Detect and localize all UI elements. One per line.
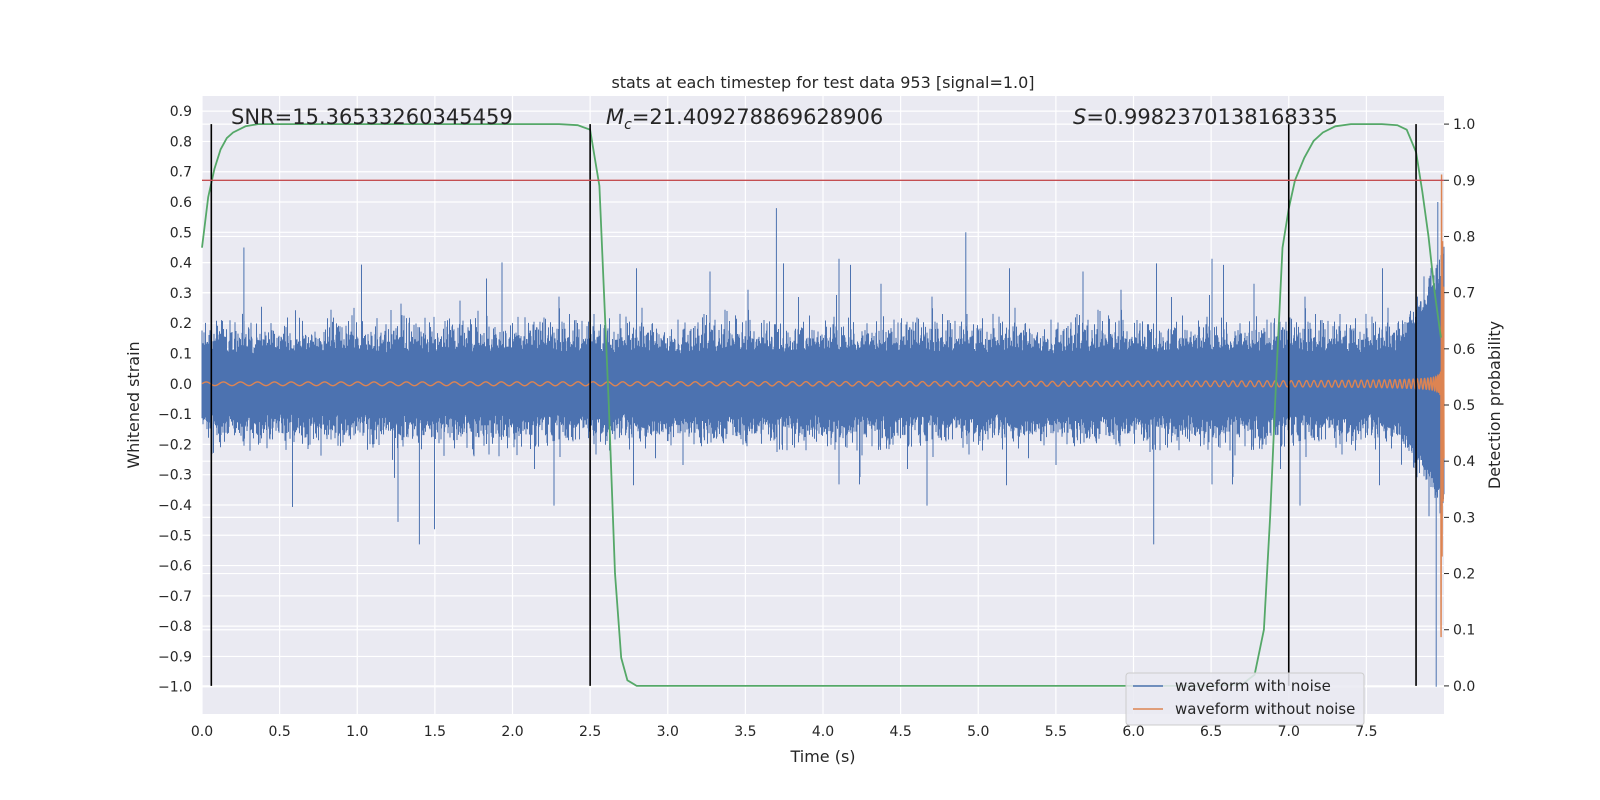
noise-waveform-path [201,202,1445,687]
y-tick-label: 0.7 [170,165,192,181]
x-tick-label: 7.5 [1355,724,1377,740]
y-tick-label: 0.5 [170,225,192,241]
y-right-tick-label: 0.1 [1453,623,1475,639]
series-waveform-without-noise [201,174,1445,638]
legend-label-clean: waveform without noise [1175,700,1355,718]
mc-subscript: c [624,117,632,133]
y-right-tick-label: 1.0 [1453,117,1475,133]
x-tick-label: 0.5 [268,724,290,740]
vertical-lines [210,124,1417,686]
chart-title: stats at each timestep for test data 953… [611,73,1034,92]
y-tick-label: 0.2 [170,316,192,332]
y-tick-labels: 0.9 0.8 0.7 0.6 0.5 0.4 0.3 0.2 0.1 0.0 −0.1 −0.2 −0… [158,104,192,696]
y-tick-label: −0.4 [158,498,192,514]
x-tick-label: 2.0 [501,724,523,740]
y-tick-label: 0.0 [170,377,192,393]
y-tick-label: −0.7 [158,589,192,605]
y-right-tick-labels: 1.0 0.9 0.8 0.7 0.6 0.5 0.4 0.3 0.2 0.1 0.0 [1444,117,1475,695]
x-tick-label: 7.0 [1278,724,1300,740]
y-right-tick-label: 0.4 [1453,454,1475,470]
clean-waveform-path [201,174,1445,638]
x-tick-label: 5.5 [1045,724,1067,740]
x-tick-label: 5.0 [967,724,989,740]
mc-value: =21.409278869628906 [632,105,883,129]
x-tick-label: 4.5 [889,724,911,740]
y-tick-label: 0.3 [170,286,192,302]
y-tick-label: −0.2 [158,437,192,453]
x-tick-label: 4.0 [812,724,834,740]
legend: waveform with noise waveform without noi… [1125,672,1365,726]
x-tick-label: 3.0 [657,724,679,740]
y-tick-label: 0.9 [170,104,192,120]
chirp-mass-annotation: Mc=21.409278869628906 [606,105,883,133]
x-tick-label: 1.0 [346,724,368,740]
x-tick-label: 2.5 [579,724,601,740]
y-right-tick-label: 0.5 [1453,398,1475,414]
x-tick-label: 6.5 [1200,724,1222,740]
snr-annotation: SNR=15.36533260345459 [231,105,513,129]
y-right-tick-label: 0.6 [1453,342,1475,358]
y-right-axis-label: Detection probability [1485,321,1504,489]
y-tick-label: −0.8 [158,619,192,635]
x-axis-label: Time (s) [789,747,855,766]
x-tick-label: 0.0 [191,724,213,740]
x-tick-labels: 0.0 0.5 1.0 1.5 2.0 2.5 3.0 3.5 4.0 4.5 5.0 5.5 6.0 6… [191,724,1378,740]
s-value: =0.9982370138168335 [1086,105,1337,129]
y-right-tick-label: 0.8 [1453,229,1475,245]
y-tick-label: −0.6 [158,559,192,575]
mc-symbol: M [606,105,624,129]
y-right-tick-label: 0.0 [1453,679,1475,695]
x-tick-label: 1.5 [424,724,446,740]
y-tick-label: 0.1 [170,347,192,363]
series-waveform-with-noise [201,202,1445,687]
y-right-tick-label: 0.2 [1453,567,1475,583]
legend-box [1125,672,1365,726]
y-tick-label: 0.4 [170,256,192,272]
y-axis-label: Whitened strain [124,341,143,468]
y-tick-label: −0.9 [158,649,192,665]
legend-label-noise: waveform with noise [1175,677,1331,695]
y-right-tick-label: 0.3 [1453,510,1475,526]
s-symbol: S [1073,105,1086,129]
y-tick-label: 0.8 [170,134,192,150]
x-tick-label: 3.5 [734,724,756,740]
x-tick-label: 6.0 [1122,724,1144,740]
y-tick-label: −0.3 [158,468,192,484]
y-tick-label: −0.1 [158,407,192,423]
y-tick-label: −0.5 [158,528,192,544]
y-right-tick-label: 0.9 [1453,173,1475,189]
y-right-tick-label: 0.7 [1453,286,1475,302]
y-tick-label: 0.6 [170,195,192,211]
significance-annotation: S=0.9982370138168335 [1073,105,1338,129]
y-tick-label: −1.0 [158,680,192,696]
